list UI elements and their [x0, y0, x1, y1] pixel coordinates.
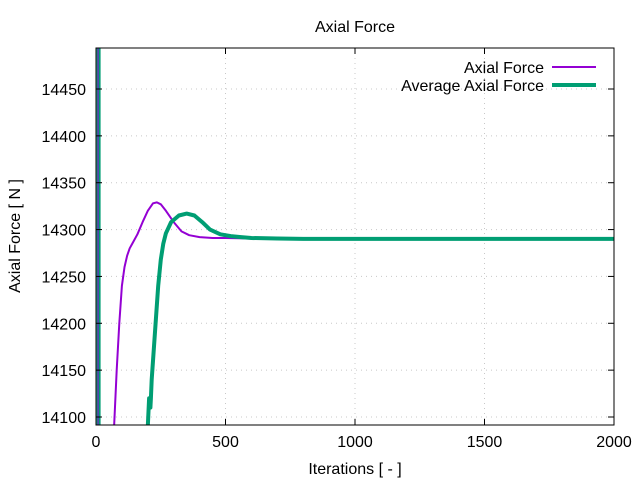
y-tick-label: 14150: [42, 363, 87, 380]
chart-title: Axial Force: [315, 19, 395, 36]
x-tick-label: 1500: [467, 434, 503, 451]
legend: Axial Force Average Axial Force: [401, 60, 596, 95]
legend-label-axial-force: Axial Force: [464, 60, 544, 77]
x-tick-label: 500: [212, 434, 239, 451]
y-tick-label: 14300: [42, 223, 87, 240]
x-tick-label: 2000: [596, 434, 632, 451]
legend-label-average-axial-force: Average Axial Force: [401, 78, 544, 95]
y-tick-label: 14200: [42, 316, 87, 333]
y-tick-label: 14450: [42, 82, 87, 99]
y-axis-title: Axial Force [ N ]: [7, 179, 24, 293]
series-lines: [96, 48, 614, 425]
y-tick-label: 14400: [42, 129, 87, 146]
y-tick-label: 14350: [42, 176, 87, 193]
x-axis-title: Iterations [ - ]: [308, 461, 401, 478]
x-tick-label: 0: [92, 434, 101, 451]
axis-ticks: 14100 14150 14200 14250 14300 14350 14400 14450…: [42, 48, 632, 451]
y-tick-label: 14100: [42, 410, 87, 427]
series-axial-force: [113, 201, 614, 425]
grid-lines: [96, 48, 614, 425]
x-tick-label: 1000: [337, 434, 373, 451]
series-average-axial-force: [145, 211, 614, 425]
y-tick-label: 14250: [42, 269, 87, 286]
